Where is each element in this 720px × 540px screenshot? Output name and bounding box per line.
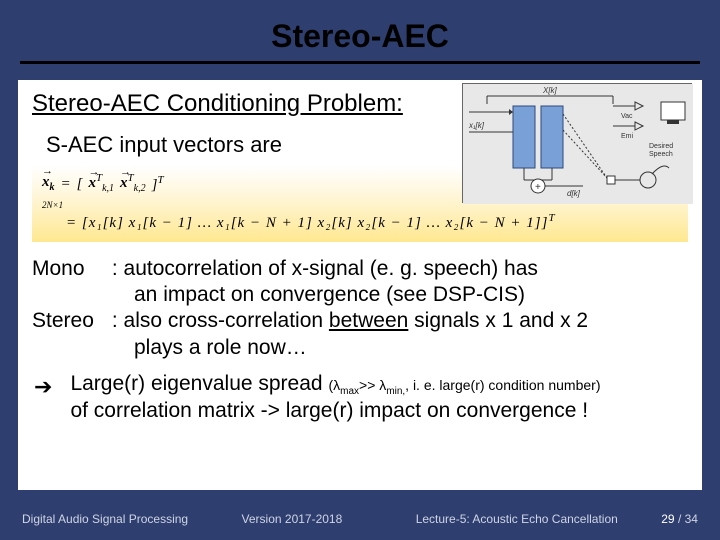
mono-line1: : autocorrelation of x-signal (e. g. spe… [112,257,538,280]
paren-tail: , i. e. large(r) condition number) [405,377,600,393]
conclusion-a: Large(r) eigenvalue spread [70,372,328,395]
title-bar: Stereo-AEC [20,18,700,64]
slide: Stereo-AEC Stereo-AEC Conditioning Probl… [0,0,720,540]
mono-label: Mono [32,256,106,282]
svg-text:Emi: Emi [621,133,634,140]
stereo-label: Stereo [32,308,106,334]
footer-version: Version 2017-2018 [242,512,343,526]
between-underline: between [329,309,408,332]
mono-paragraph: Mono : autocorrelation of x-signal (e. g… [32,256,688,361]
footer-page: 29 / 34 [661,512,698,526]
sub2: k,2 [134,183,146,194]
row2-sup: T [548,212,555,224]
stereo-aec-diagram: X[k] x₁[k] + d[k] [462,83,692,203]
outer-sup: T [157,174,163,186]
size-label: 2N×1 [42,200,678,211]
stereo-line1b: signals x 1 and x 2 [408,309,588,332]
conclusion-row: ➔ Large(r) eigenvalue spread (λmax>> λmi… [32,371,688,425]
stereo-line2: plays a role now… [134,335,688,361]
sub1: k,1 [102,183,114,194]
xk1: →xTk,1 [88,172,114,195]
title-underline [20,61,700,64]
lambda-min: min, [386,386,405,397]
bracket-open: [ [77,175,83,193]
stereo-line1a: : also cross-correlation [112,309,329,332]
slide-title: Stereo-AEC [20,18,700,55]
svg-text:d[k]: d[k] [567,189,581,198]
bracket-close: ]T [152,174,164,194]
formula-expansion: = [x₁[k] x₁[k − 1] … x₁[k − N + 1] x₂[k]… [66,215,548,231]
arrow-icon: ➔ [34,373,52,425]
xk2: →xTk,2 [120,172,146,195]
footer-divider [18,500,702,502]
svg-text:Speech: Speech [649,151,673,158]
svg-text:Desired: Desired [649,143,673,150]
diagram-svg: X[k] x₁[k] + d[k] [463,84,693,204]
conclusion-text: Large(r) eigenvalue spread (λmax>> λmin,… [70,371,600,425]
paren-open: (λ [328,377,340,393]
formula-sub-k: k [50,182,55,193]
paren-mid: >> λ [359,377,386,393]
page-total: 34 [685,512,698,526]
lambda-max: max [340,386,359,397]
formula-row2: = [x₁[k] x₁[k − 1] … x₁[k − N + 1] x₂[k]… [66,212,678,232]
svg-text:Vac: Vac [621,113,633,120]
equals: = [61,175,71,193]
page-current: 29 [661,512,674,526]
conclusion-b: of correlation matrix -> large(r) impact… [70,399,588,422]
svg-text:X[k]: X[k] [542,86,558,95]
svg-text:+: + [535,182,541,193]
footer-lecture: Lecture-5: Acoustic Echo Cancellation [416,512,618,526]
mono-line2: an impact on convergence (see DSP-CIS) [134,282,688,308]
svg-text:x₁[k]: x₁[k] [468,121,485,130]
footer-left: Digital Audio Signal Processing [22,512,188,526]
paren-block: (λmax>> λmin,, i. e. large(r) condition … [328,377,600,393]
footer: Digital Audio Signal Processing Version … [22,512,698,526]
content-area: Stereo-AEC Conditioning Problem: S-AEC i… [18,80,702,490]
vector-x: →xk [42,173,55,194]
